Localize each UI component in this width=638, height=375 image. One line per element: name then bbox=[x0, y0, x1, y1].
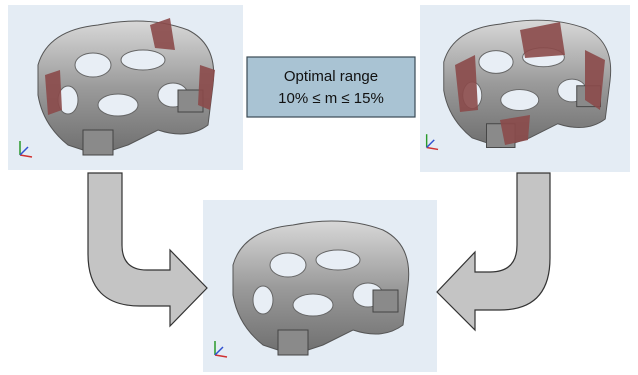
left-arrow bbox=[88, 173, 207, 326]
bottom-panel bbox=[203, 200, 437, 372]
diagram: Optimal range 10% ≤ m ≤ 15% bbox=[0, 0, 638, 375]
label-title: Optimal range bbox=[284, 68, 378, 85]
left-panel bbox=[8, 5, 243, 170]
label-box: Optimal range 10% ≤ m ≤ 15% bbox=[247, 57, 415, 117]
label-range: 10% ≤ m ≤ 15% bbox=[278, 90, 384, 107]
right-panel bbox=[420, 5, 630, 172]
page: Optimal range 10% ≤ m ≤ 15% (() => { con… bbox=[0, 0, 638, 375]
right-arrow bbox=[437, 173, 550, 330]
